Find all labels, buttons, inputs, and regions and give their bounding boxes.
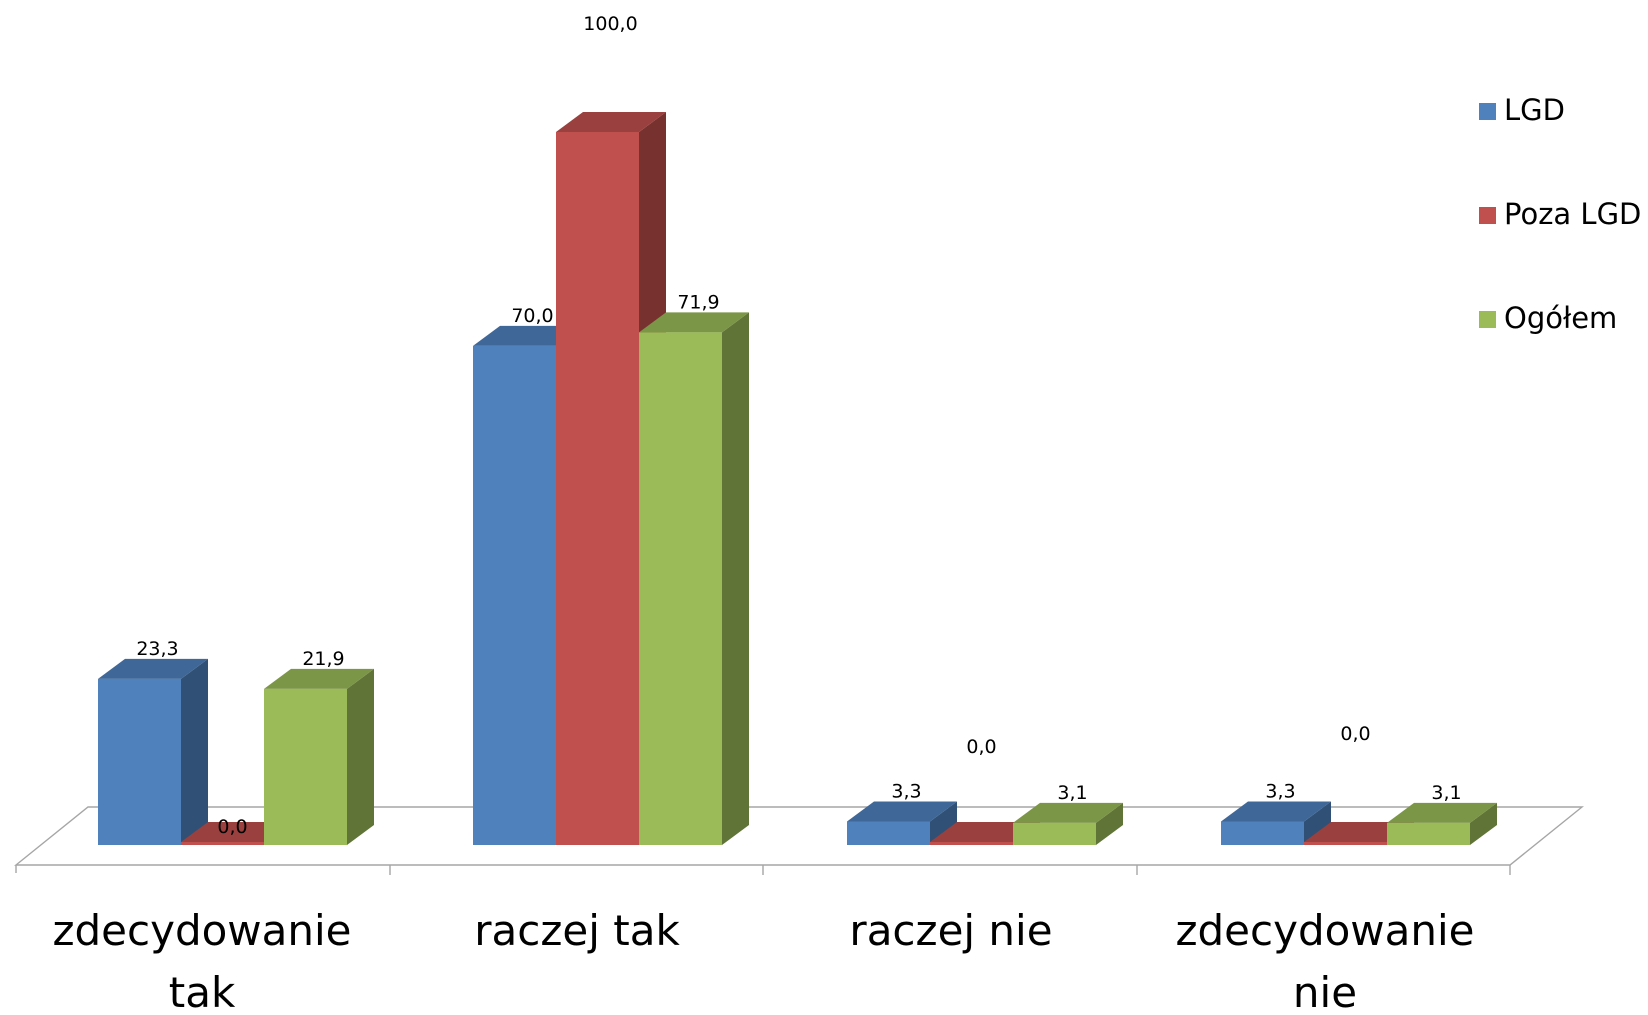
chart-floor: [14, 806, 1584, 866]
legend-item-label: Poza LGD: [1504, 197, 1641, 231]
bar-side: [347, 668, 374, 845]
bar-top: [1013, 802, 1123, 823]
data-label: 100,0: [583, 13, 637, 35]
bar-top: [556, 112, 666, 132]
bar-top: [1221, 801, 1331, 822]
legend-item-label: LGD: [1504, 93, 1565, 127]
data-label: 71,9: [677, 291, 719, 313]
bar-top: [473, 325, 583, 346]
legend: LGD Poza LGD Ogółem: [1479, 93, 1641, 335]
legend-item-label: Ogółem: [1504, 301, 1617, 335]
category-label: zdecydowanie: [52, 906, 351, 955]
bar-1-4: [1221, 801, 1331, 845]
data-label: 3,1: [1431, 782, 1461, 804]
bar-side: [1304, 801, 1331, 845]
bar-front: [473, 345, 556, 845]
bar-front: [1387, 822, 1470, 845]
bar-side: [181, 658, 208, 845]
bar-top: [930, 822, 1040, 842]
bar-front: [264, 688, 347, 845]
bar-3-4: [1387, 802, 1497, 845]
category-label: raczej tak: [474, 906, 680, 955]
bar-front: [98, 678, 181, 845]
data-label: 3,3: [1265, 780, 1295, 802]
category-label: tak: [169, 968, 236, 1015]
bar-front: [639, 332, 722, 845]
data-label: 23,3: [136, 638, 178, 660]
category-label: nie: [1293, 968, 1357, 1015]
data-label: 70,0: [511, 305, 553, 327]
bar-top: [98, 658, 208, 679]
bar-top: [264, 668, 374, 689]
bar-3-1: [264, 668, 374, 845]
bar-top: [639, 312, 749, 333]
legend-swatch: [1479, 207, 1496, 224]
data-labels: 23,3 0,0 21,9 70,0 100,0 71,9 3,3 0,0 3,1 3,3 0,0 3…: [136, 13, 1461, 838]
bar-series-group: [98, 112, 1497, 845]
bar-front: [556, 132, 639, 845]
bar-1-3: [847, 801, 957, 845]
bar-side: [1096, 802, 1123, 845]
bar-front: [1013, 822, 1096, 845]
bar-top: [1387, 802, 1497, 823]
bar-front: [847, 821, 930, 845]
bar-front: [1304, 842, 1387, 845]
data-label: 0,0: [1340, 723, 1370, 745]
legend-swatch: [1479, 311, 1496, 328]
category-label: raczej nie: [849, 906, 1052, 955]
bar-3-3: [1013, 802, 1123, 845]
category-axis: zdecydowanie tak raczej tak raczej nie zdecy…: [15, 865, 1511, 1015]
bar-3-2: [639, 312, 749, 845]
data-label: 3,3: [891, 780, 921, 802]
legend-swatch: [1479, 103, 1496, 120]
bar-front: [930, 842, 1013, 845]
bar-side: [930, 801, 957, 845]
bar-front: [1221, 821, 1304, 845]
category-label: zdecydowanie: [1175, 906, 1474, 955]
data-label: 3,1: [1057, 782, 1087, 804]
bar-front: [181, 842, 264, 845]
floor-plane: [14, 806, 1584, 866]
bar-top: [847, 801, 957, 822]
bar-side: [722, 312, 749, 845]
data-label: 0,0: [966, 736, 996, 758]
bar-top: [1304, 822, 1414, 842]
data-label: 21,9: [302, 648, 344, 670]
bar-1-1: [98, 658, 208, 845]
bar-top: [181, 822, 291, 842]
bar-side: [1470, 802, 1497, 845]
data-label: 0,0: [217, 816, 247, 838]
